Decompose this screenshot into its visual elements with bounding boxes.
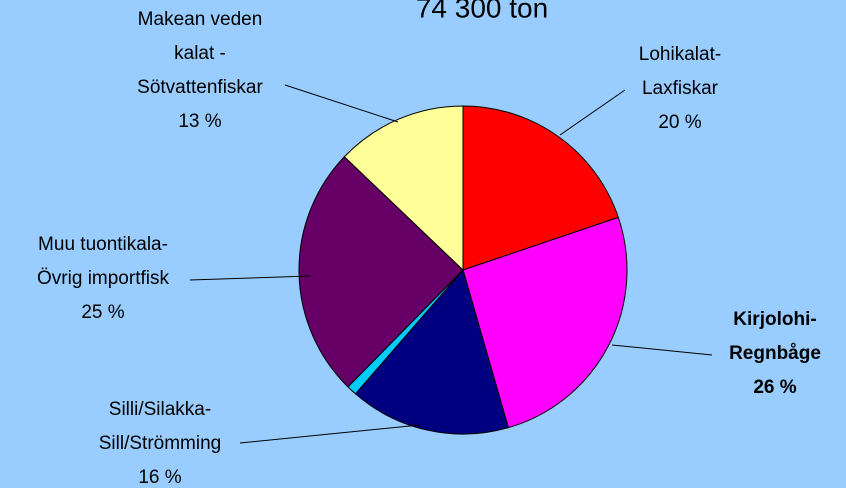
slice-label: Sill/Strömming (99, 433, 221, 454)
slice-label: Laxfiskar (642, 78, 719, 99)
pie-slice (354, 268, 509, 435)
leader-line (611, 344, 713, 356)
slice-label: Regnbåge (729, 343, 821, 364)
leader-line (559, 89, 626, 136)
pie-slice (298, 156, 464, 388)
slice-label: Övrig importfisk (37, 268, 169, 289)
slice-label: kalat - (174, 43, 226, 64)
pie-slice (343, 105, 464, 272)
leader-line (239, 424, 421, 444)
slice-label: Kirjolohi- (733, 309, 816, 330)
slice-label: Silli/Silakka- (109, 399, 211, 420)
value-label: 26 % (753, 377, 796, 398)
chart-title: 74 300 ton (416, 0, 548, 23)
slice-label: Sötvattenfiskar (137, 77, 263, 98)
value-label: 16 % (138, 467, 181, 488)
value-label: 20 % (658, 112, 701, 133)
leader-line (189, 275, 311, 281)
slice-label: Lohikalat- (639, 44, 721, 65)
slice-label: Makean veden (138, 9, 263, 30)
value-label: 25 % (81, 302, 124, 323)
pie-slice (462, 216, 628, 429)
value-label: 13 % (178, 111, 221, 132)
pie-slice (462, 105, 619, 271)
slice-label: Muu tuontikala- (38, 234, 168, 255)
leader-line (284, 84, 399, 123)
